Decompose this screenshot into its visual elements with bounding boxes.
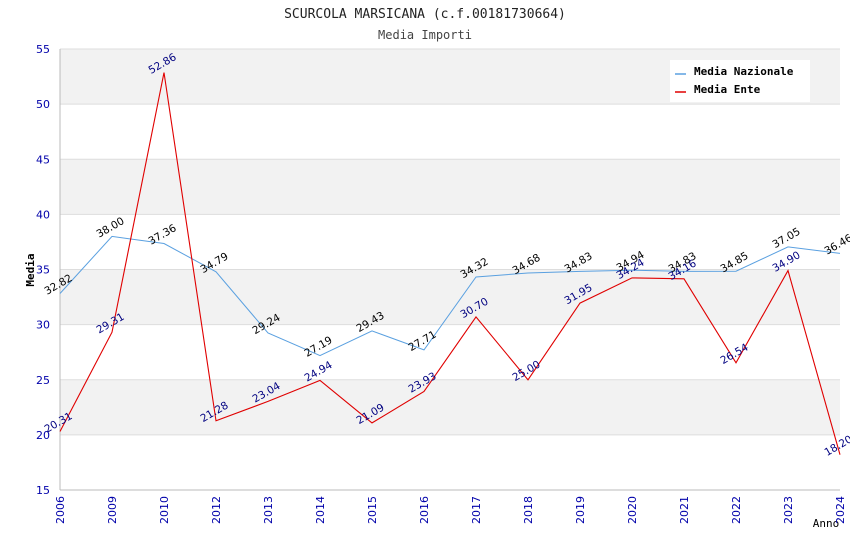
x-tick-label: 2020 (626, 496, 639, 524)
x-tick-label: 2014 (314, 496, 327, 524)
plot-background-bands (60, 49, 840, 490)
x-tick-label: 2024 (834, 496, 847, 524)
legend-label-media-nazionale: Media Nazionale (694, 65, 794, 78)
y-tick-label: 25 (36, 374, 50, 387)
x-tick-label: 2010 (158, 496, 171, 524)
y-tick-label: 45 (36, 153, 50, 166)
y-axis-label: Media (24, 253, 37, 286)
x-tick-label: 2022 (730, 496, 743, 524)
x-tick-label: 2016 (418, 496, 431, 524)
y-tick-label: 35 (36, 264, 50, 277)
y-tick-labels: 15 20 25 30 35 40 45 50 55 (36, 43, 50, 497)
series-line-media-nazionale (59, 235, 841, 357)
plot-band (60, 434, 840, 490)
plot-band (60, 379, 840, 435)
plot-band (60, 159, 840, 215)
y-tick-label: 50 (36, 98, 50, 111)
plot-band (60, 104, 840, 160)
y-tick-label: 55 (36, 43, 50, 56)
legend: Media Nazionale Media Ente (670, 60, 810, 102)
y-tick-label: 40 (36, 208, 50, 221)
legend-label-media-ente: Media Ente (694, 83, 761, 96)
x-axis-label: Anno (813, 517, 840, 530)
x-tick-label: 2015 (366, 496, 379, 524)
y-tick-label: 15 (36, 484, 50, 497)
x-tick-label: 2017 (470, 496, 483, 524)
plot-band (60, 269, 840, 325)
legend-box (670, 60, 810, 102)
chart-subtitle: Media Importi (378, 28, 472, 42)
x-tick-label: 2018 (522, 496, 535, 524)
x-tick-label: 2006 (54, 496, 67, 524)
y-tick-label: 30 (36, 319, 50, 332)
series-line-media-ente (59, 72, 841, 455)
x-tick-label: 2019 (574, 496, 587, 524)
x-tick-label: 2023 (782, 496, 795, 524)
x-tick-label: 2013 (262, 496, 275, 524)
x-tick-label: 2012 (210, 496, 223, 524)
plot-band (60, 214, 840, 270)
x-tick-label: 2021 (678, 496, 691, 524)
x-tick-label: 2009 (106, 496, 119, 524)
series-lines (59, 72, 841, 455)
y-tick-label: 20 (36, 429, 50, 442)
x-tick-labels: 2006 2009 2010 2012 2013 2014 2015 2016 2017 2018… (54, 496, 847, 524)
chart-title: SCURCOLA MARSICANA (c.f.00181730664) (284, 7, 566, 22)
plot-band (60, 324, 840, 380)
